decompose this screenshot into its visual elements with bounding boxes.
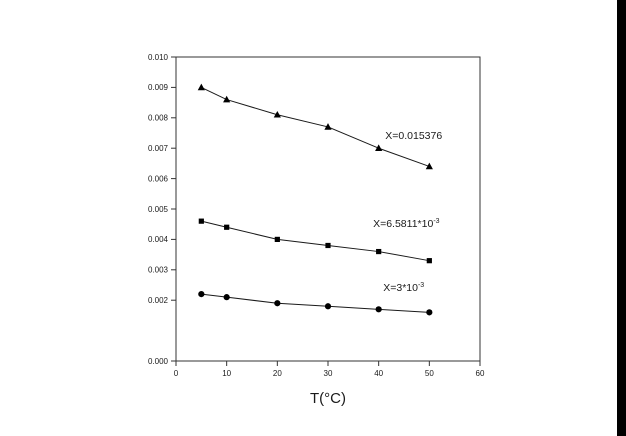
data-point-circle [274,300,281,307]
series-line-square [201,220,430,262]
data-point-triangle [324,123,332,130]
series-line-triangle [201,86,430,167]
x-axis-tick-label: 20 [273,369,282,378]
data-point-circle [324,303,332,310]
y-axis-tick-label: 0.009 [148,83,169,92]
y-axis-tick-label: 0.000 [148,357,169,366]
y-axis-tick-label: 0.008 [148,114,169,123]
plot-frame [175,56,481,362]
data-point-triangle [273,110,281,118]
plot-area: 0.000 0.002 0.003 0.004 0.005 0.006 0.007 0.008… [148,53,485,378]
data-point-triangle [375,144,383,151]
y-axis-tick-label: 0.006 [148,174,169,183]
annotation-text: X=0.015376 [385,130,442,142]
x-axis-tick-label: 60 [476,369,485,378]
data-point-triangle [425,162,433,170]
x-axis-tick-label: 0 [174,369,179,378]
data-point-circle [375,306,382,313]
y-axis-tick-label: 0.004 [148,235,169,244]
x-axis-tick-label: 10 [222,369,231,378]
annotation-superscript: -3 [418,282,424,289]
x-axis-title: T(°C) [310,390,346,407]
series-annotation-circle: X=3*10-3 [383,282,424,294]
data-point-square [224,224,230,230]
series-annotation-triangle: X=0.015376 [385,130,442,142]
y-axis-tick-label: 0.007 [148,144,169,153]
series-annotation-square: X=6.5811*10-3 [373,218,440,230]
data-point-square [376,248,382,255]
series-line-circle [201,293,430,313]
right-edge-bar [617,0,626,436]
data-point-square [426,258,432,264]
data-point-circle [426,309,433,316]
data-point-square [198,218,204,224]
annotation-text: X=6.5811*10 [373,218,433,230]
y-axis-tick-label: 0.002 [148,296,169,305]
y-axis-tick-label: 0.005 [148,205,169,214]
data-point-square [274,236,280,242]
x-axis-tick-label: 50 [425,369,434,378]
y-axis-tick-label: 0.003 [148,266,169,275]
data-point-circle [198,291,205,298]
x-axis-tick-label: 40 [374,369,383,378]
x-axis-tick-label: 30 [324,369,333,378]
annotation-text: X=3*10 [383,282,418,294]
y-axis-tick-label: 0.010 [148,53,169,62]
data-point-circle [223,294,230,301]
data-point-triangle [197,83,205,91]
data-point-square [325,242,331,249]
annotation-superscript: -3 [433,218,439,225]
data-point-triangle [223,95,231,103]
